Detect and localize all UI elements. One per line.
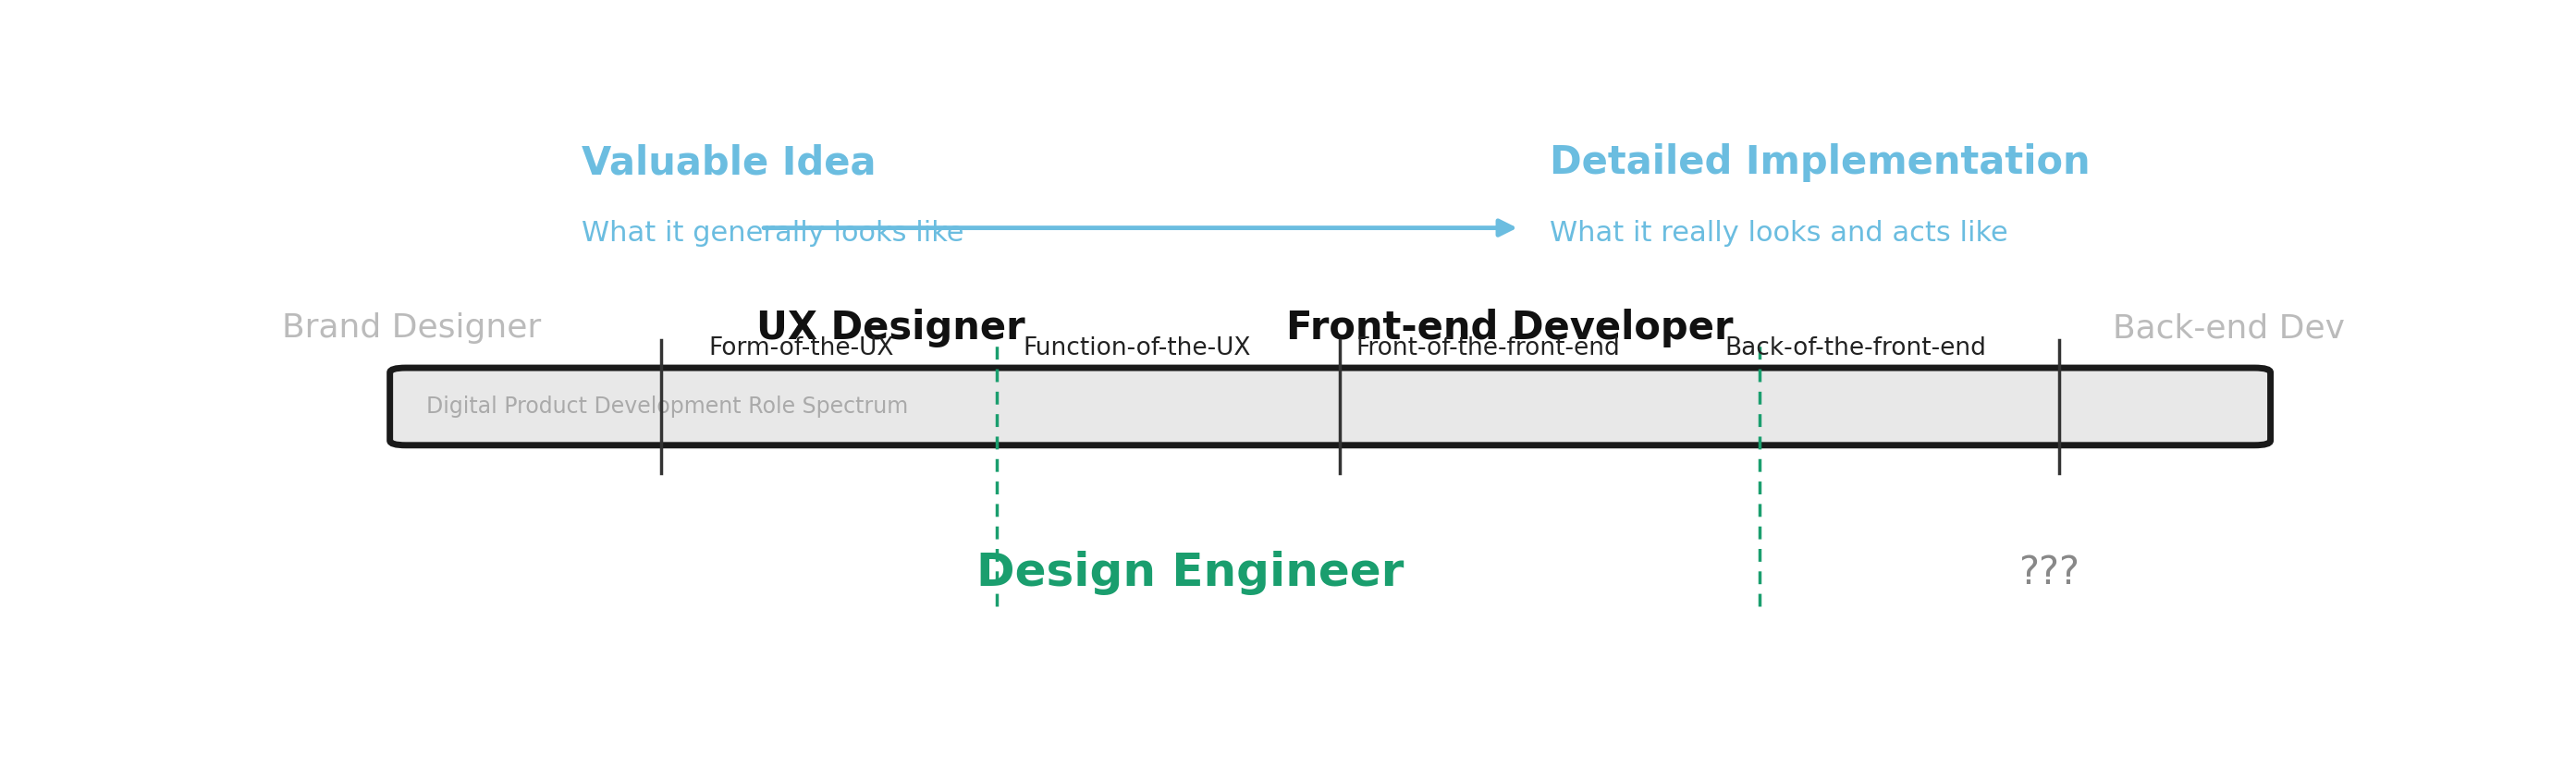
- Text: What it really looks and acts like: What it really looks and acts like: [1551, 220, 2009, 247]
- Text: Brand Designer: Brand Designer: [283, 313, 541, 344]
- Text: Back-of-the-front-end: Back-of-the-front-end: [1723, 337, 1986, 360]
- Text: Form-of-the-UX: Form-of-the-UX: [708, 337, 894, 360]
- Text: Design Engineer: Design Engineer: [976, 551, 1404, 595]
- Text: What it generally looks like: What it generally looks like: [582, 220, 963, 247]
- Text: Function-of-the-UX: Function-of-the-UX: [1023, 337, 1249, 360]
- Text: Front-end Developer: Front-end Developer: [1285, 309, 1734, 347]
- Text: Digital Product Development Role Spectrum: Digital Product Development Role Spectru…: [425, 396, 907, 417]
- Text: UX Designer: UX Designer: [757, 309, 1025, 347]
- Text: Valuable Idea: Valuable Idea: [582, 143, 876, 183]
- Text: ???: ???: [2020, 554, 2079, 593]
- Text: Back-end Dev: Back-end Dev: [2112, 313, 2344, 344]
- FancyBboxPatch shape: [389, 368, 2269, 445]
- Text: Front-of-the-front-end: Front-of-the-front-end: [1355, 337, 1620, 360]
- Text: Detailed Implementation: Detailed Implementation: [1551, 143, 2089, 183]
